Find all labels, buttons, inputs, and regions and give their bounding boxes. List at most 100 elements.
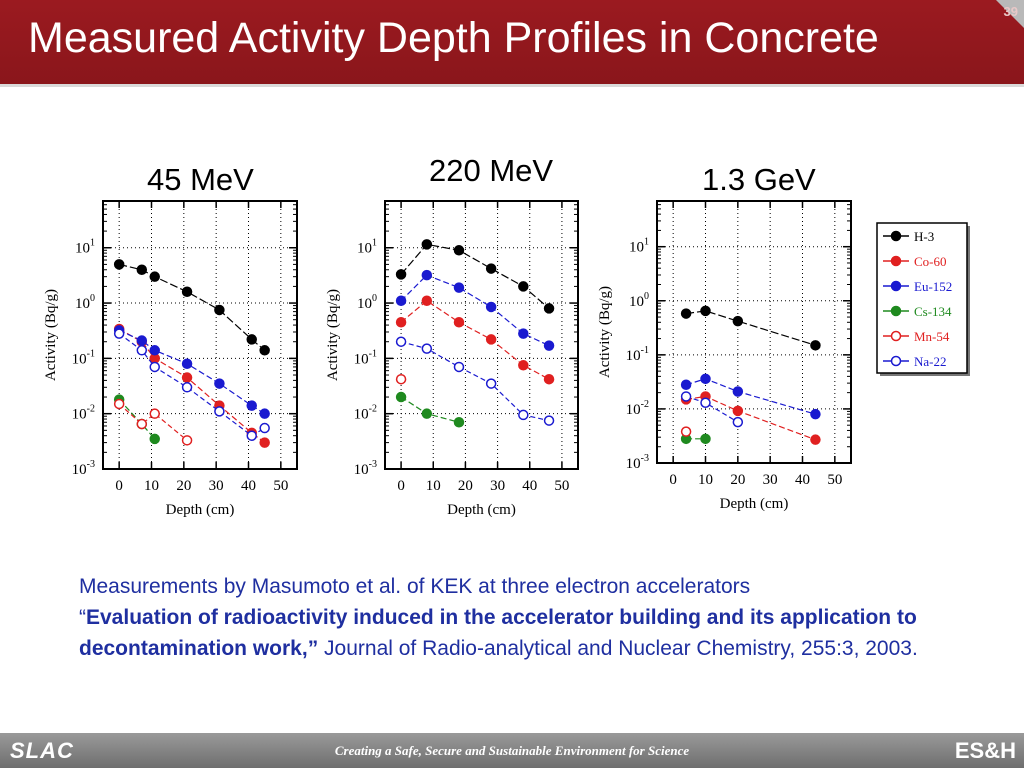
series-co-60-point bbox=[453, 316, 465, 328]
y-tick-label: 101 bbox=[75, 238, 95, 257]
legend-label: Co-60 bbox=[914, 254, 947, 269]
y-tick-label: 10-1 bbox=[354, 348, 377, 367]
x-tick-label: 50 bbox=[273, 478, 288, 494]
series-na-22-point bbox=[518, 409, 529, 421]
series-co-60-point bbox=[518, 360, 529, 371]
page-corner-fold bbox=[996, 0, 1024, 28]
activity-depth-charts: 0 10 20 30 40 50 10-3 10-2 10-1 100 101 Depth (cm) A… bbox=[43, 200, 970, 518]
y-tick-label: 100 bbox=[357, 293, 377, 312]
series-cs-134-point bbox=[453, 417, 465, 428]
series-eu-152-point bbox=[732, 386, 744, 397]
series-na-22-point bbox=[181, 382, 193, 393]
series-co-60-point bbox=[732, 405, 744, 417]
series-eu-152-point bbox=[453, 282, 465, 293]
series-h-3-point bbox=[700, 305, 711, 317]
series-cs-134-point bbox=[700, 433, 711, 445]
slac-logo: SLAC bbox=[10, 738, 74, 763]
x-tick-label: 40 bbox=[795, 472, 810, 488]
y-axis-label: Activity (Bq/g) bbox=[43, 289, 59, 381]
legend-item-co-60: Co-60 bbox=[883, 254, 947, 269]
series-h-3-point bbox=[395, 269, 407, 280]
series-h-3-point bbox=[421, 239, 433, 250]
chart-title-220mev: 220 MeV bbox=[429, 153, 554, 188]
x-tick-label: 0 bbox=[669, 472, 677, 488]
series-eu-152-point bbox=[214, 378, 225, 389]
y-axis-label: Activity (Bq/g) bbox=[597, 286, 613, 378]
y-tick-label: 10-3 bbox=[626, 453, 649, 472]
caption-reference: “Evaluation of radioactivity induced in … bbox=[79, 602, 979, 664]
series-mn-54-point bbox=[181, 435, 193, 446]
series-eu-152-point bbox=[543, 340, 555, 351]
slide-footer: SLAC Creating a Safe, Secure and Sustain… bbox=[0, 733, 1024, 768]
series-h-3-line bbox=[686, 310, 816, 346]
series-h-3-point bbox=[543, 303, 555, 314]
series-cs-134-point bbox=[421, 408, 433, 419]
series-mn-54 bbox=[680, 426, 692, 437]
legend-label: H-3 bbox=[914, 229, 934, 244]
legend-item-mn-54: Mn-54 bbox=[883, 329, 950, 344]
y-tick-label: 10-2 bbox=[354, 404, 377, 423]
series-h-3-point bbox=[214, 304, 225, 316]
x-tick-label: 10 bbox=[698, 472, 713, 488]
series-na-22-point bbox=[421, 343, 433, 354]
x-tick-label: 30 bbox=[763, 472, 778, 488]
series-h-3-point bbox=[453, 245, 465, 256]
chart-2: 0 10 20 30 40 50 10-3 10-2 10-1 100 101 Depth (cm) A… bbox=[597, 200, 852, 512]
slide-title: Measured Activity Depth Profiles in Conc… bbox=[28, 14, 879, 62]
chart-0: 0 10 20 30 40 50 10-3 10-2 10-1 100 101 Depth (cm) A… bbox=[43, 200, 298, 518]
legend-label: Mn-54 bbox=[914, 329, 950, 344]
y-tick-label: 100 bbox=[75, 293, 95, 312]
series-eu-152-point bbox=[259, 408, 270, 419]
series-eu-152-point bbox=[149, 345, 160, 356]
series-h-3-point bbox=[136, 264, 148, 276]
series-mn-54-point bbox=[113, 398, 125, 410]
x-axis-label: Depth (cm) bbox=[447, 502, 516, 518]
series-mn-54-line bbox=[118, 403, 188, 441]
legend-item-cs-134: Cs-134 bbox=[883, 304, 952, 319]
caption-journal: Journal of Radio-analytical and Nuclear … bbox=[318, 637, 918, 660]
legend-item-h-3: H-3 bbox=[883, 229, 934, 244]
series-eu-152-point bbox=[680, 379, 692, 390]
y-tick-label: 10-3 bbox=[72, 459, 95, 478]
series-na-22-point bbox=[149, 361, 160, 373]
series-h-3-line bbox=[400, 243, 550, 309]
caption: Measurements by Masumoto et al. of KEK a… bbox=[79, 571, 979, 664]
series-na-22-point bbox=[259, 422, 270, 434]
caption-line-1: Measurements by Masumoto et al. of KEK a… bbox=[79, 575, 751, 598]
series-na-22-point bbox=[214, 406, 225, 417]
x-tick-label: 20 bbox=[458, 478, 473, 494]
series-h-3-point bbox=[518, 281, 529, 292]
y-tick-label: 100 bbox=[629, 291, 649, 310]
plot-frame bbox=[384, 200, 579, 470]
series-h-3-point bbox=[181, 286, 193, 298]
legend-item-na-22: Na-22 bbox=[883, 354, 947, 369]
series-eu-152-line bbox=[685, 378, 816, 415]
series-co-60-point bbox=[485, 334, 497, 345]
x-axis-label: Depth (cm) bbox=[720, 496, 789, 512]
series-eu-152-point bbox=[700, 373, 711, 385]
legend-marker bbox=[890, 305, 902, 317]
series-mn-54-point bbox=[395, 373, 407, 385]
x-tick-label: 10 bbox=[144, 478, 159, 494]
legend-item-eu-152: Eu-152 bbox=[883, 279, 952, 294]
chart-legend: H-3 Co-60 Eu-152 Cs-134 Mn-54 Na-22 bbox=[876, 222, 970, 376]
series-co-60-point bbox=[259, 437, 270, 448]
series-eu-152-point bbox=[810, 408, 821, 420]
y-tick-label: 10-2 bbox=[72, 404, 95, 423]
series-cs-134-point bbox=[149, 433, 160, 445]
series-eu-152 bbox=[680, 373, 821, 420]
series-cs-134 bbox=[680, 433, 711, 445]
series-h-3 bbox=[680, 305, 821, 351]
series-na-22-point bbox=[700, 397, 711, 409]
chart-1: 0 10 20 30 40 50 10-3 10-2 10-1 100 101 Depth (cm) A… bbox=[325, 200, 579, 518]
series-na-22-point bbox=[453, 361, 465, 373]
x-tick-label: 30 bbox=[209, 478, 224, 494]
y-tick-label: 101 bbox=[357, 238, 377, 257]
series-h-3-point bbox=[485, 263, 497, 274]
legend-marker bbox=[890, 230, 902, 242]
x-tick-label: 30 bbox=[490, 478, 505, 494]
series-eu-152-point bbox=[246, 400, 257, 411]
series-na-22-point bbox=[136, 345, 148, 356]
x-tick-label: 50 bbox=[827, 472, 842, 488]
y-axis-label: Activity (Bq/g) bbox=[325, 289, 341, 381]
